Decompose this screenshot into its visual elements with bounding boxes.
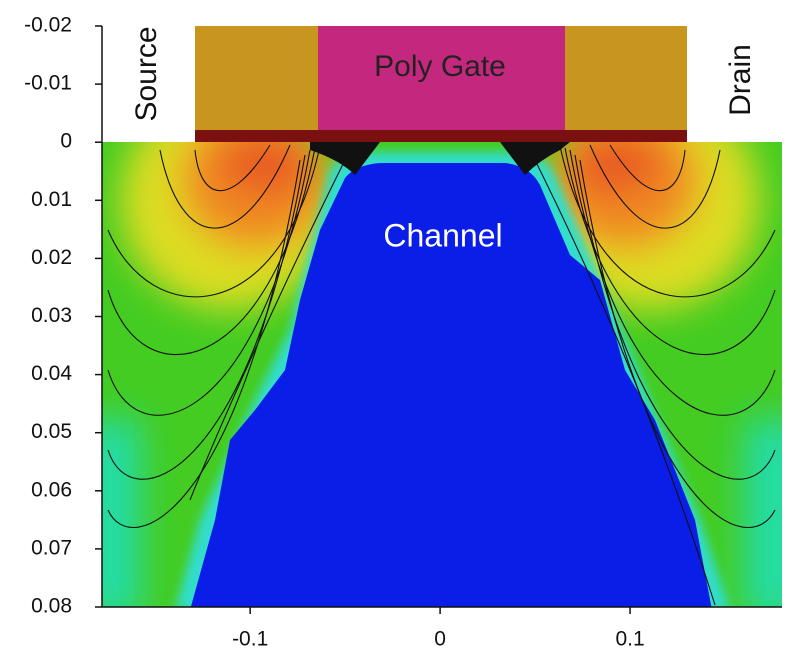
y-tick-label: -0.01 — [24, 72, 72, 95]
poly-gate — [318, 26, 565, 136]
y-tick-label: 0.03 — [31, 304, 72, 327]
field — [102, 142, 782, 607]
y-tick-label: -0.02 — [24, 14, 72, 37]
x-tick-label: 0.1 — [615, 628, 644, 651]
gate — [195, 26, 687, 175]
y-tick-label: 0.05 — [31, 420, 72, 443]
x-tick-label: -0.1 — [232, 628, 268, 651]
x-tick-label: 0 — [434, 628, 446, 651]
channel-label: Channel — [383, 217, 502, 253]
y-tick-label: 0 — [60, 130, 72, 153]
source-label: Source — [130, 26, 163, 121]
y-tick-label: 0.06 — [31, 478, 72, 501]
gate-label: Poly Gate — [374, 50, 506, 83]
y-tick-label: 0.04 — [31, 362, 72, 385]
drain-label: Drain — [724, 44, 757, 116]
gate-oxide — [195, 130, 687, 142]
y-tick-label: 0.08 — [31, 595, 72, 618]
y-tick-label: 0.02 — [31, 246, 72, 269]
y-tick-label: 0.07 — [31, 536, 72, 559]
streamlines — [107, 144, 776, 606]
y-tick-label: 0.01 — [31, 188, 72, 211]
